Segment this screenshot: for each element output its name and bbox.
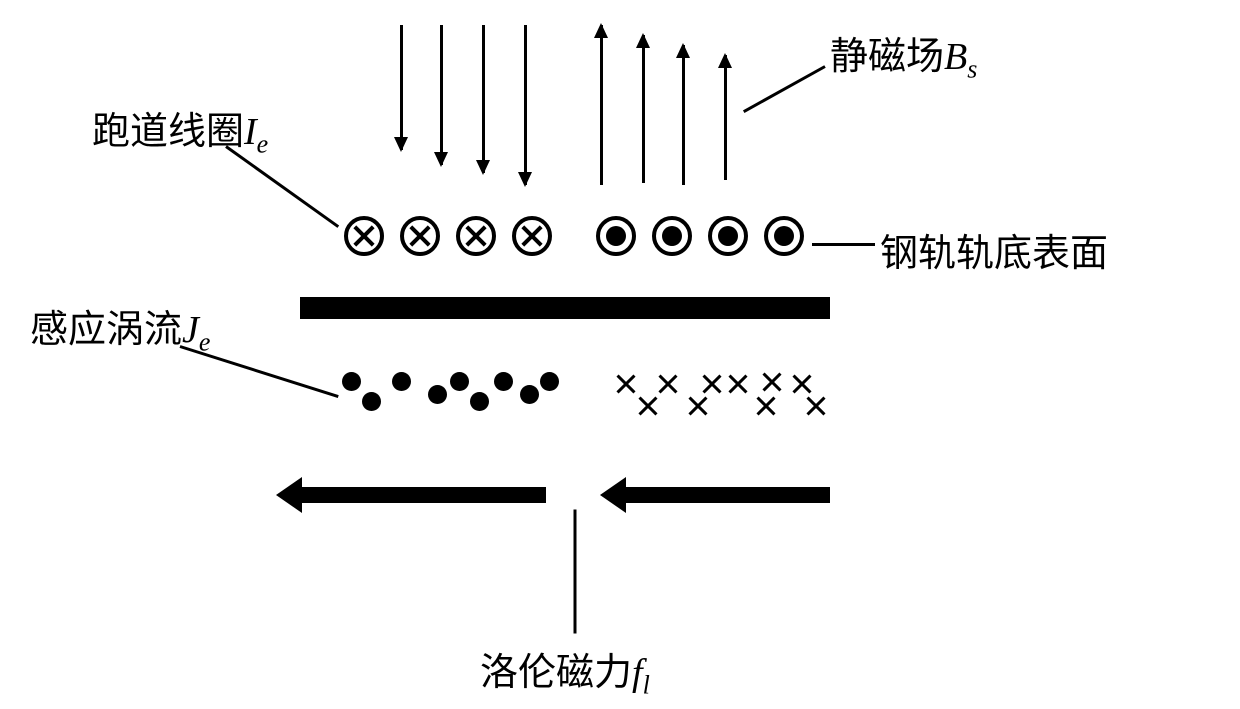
- field-arrow-up: [682, 45, 685, 185]
- eddy-dot-icon: [494, 372, 513, 391]
- coil-into-page-icon: [344, 216, 384, 256]
- field-arrow-up: [600, 25, 603, 185]
- coil-out-of-page-icon: [708, 216, 748, 256]
- field-arrow-up: [642, 35, 645, 183]
- label-rail_surface: 钢轨轨底表面: [880, 222, 1108, 277]
- eddy-dot-icon: [392, 372, 411, 391]
- eddy-cross-icon: [760, 370, 784, 394]
- leader-line: [812, 243, 875, 246]
- label-lorentz: 洛伦磁力fl: [480, 641, 650, 701]
- rail-surface: [300, 297, 830, 319]
- lorentz-force-arrow: [296, 487, 546, 503]
- coil-out-of-page-icon: [596, 216, 636, 256]
- eddy-dot-icon: [450, 372, 469, 391]
- field-arrow-down: [482, 25, 485, 173]
- leader-line: [743, 65, 825, 113]
- eddy-cross-icon: [804, 394, 828, 418]
- eddy-dot-icon: [470, 392, 489, 411]
- eddy-cross-icon: [656, 372, 680, 396]
- eddy-cross-icon: [636, 394, 660, 418]
- eddy-dot-icon: [428, 385, 447, 404]
- coil-out-of-page-icon: [652, 216, 692, 256]
- field-arrow-down: [400, 25, 403, 150]
- label-eddy: 感应涡流Je: [30, 298, 210, 358]
- eddy-cross-icon: [686, 394, 710, 418]
- leader-line: [574, 510, 577, 634]
- field-arrow-up: [724, 55, 727, 180]
- coil-out-of-page-icon: [764, 216, 804, 256]
- eddy-cross-icon: [614, 372, 638, 396]
- coil-into-page-icon: [400, 216, 440, 256]
- label-coil: 跑道线圈Ie: [92, 100, 268, 160]
- eddy-dot-icon: [540, 372, 559, 391]
- eddy-cross-icon: [754, 394, 778, 418]
- coil-into-page-icon: [512, 216, 552, 256]
- lorentz-force-arrow: [620, 487, 830, 503]
- eddy-cross-icon: [700, 372, 724, 396]
- eddy-dot-icon: [342, 372, 361, 391]
- field-arrow-down: [524, 25, 527, 185]
- eddy-cross-icon: [790, 372, 814, 396]
- label-static_field: 静磁场Bs: [830, 25, 977, 85]
- eddy-cross-icon: [726, 372, 750, 396]
- coil-into-page-icon: [456, 216, 496, 256]
- eddy-dot-icon: [520, 385, 539, 404]
- eddy-dot-icon: [362, 392, 381, 411]
- field-arrow-down: [440, 25, 443, 165]
